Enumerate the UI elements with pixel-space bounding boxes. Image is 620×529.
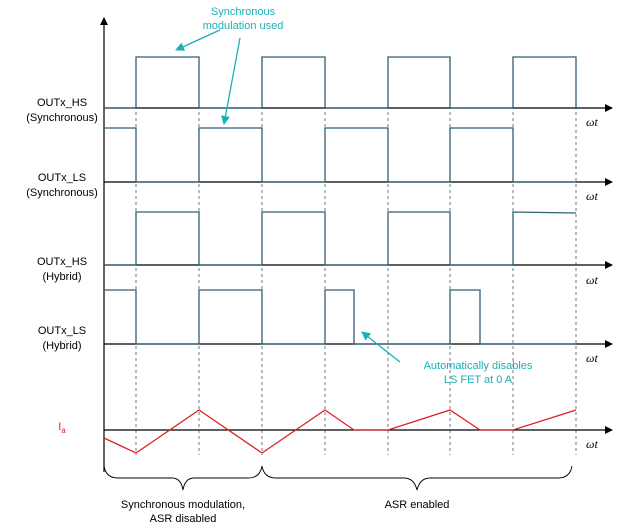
note-sync-used-line2: modulation used — [203, 20, 284, 32]
arrow-to-ls — [221, 37, 241, 125]
signal-labels: OUTx_HS (Synchronous) OUTx_LS (Synchrono… — [26, 97, 98, 352]
time-axes — [104, 104, 613, 434]
annotation-arrows — [175, 29, 401, 363]
signal-label-2-line2: (Synchronous) — [26, 187, 98, 199]
waveform-ls-sync — [104, 127, 576, 183]
waveforms — [104, 56, 577, 345]
brace-right — [261, 465, 573, 491]
signal-label-3-line2: (Hybrid) — [42, 271, 81, 283]
axis-label-wt: ωt — [586, 189, 598, 203]
braces — [103, 465, 573, 491]
signal-label-1-line2: (Synchronous) — [26, 112, 98, 124]
signal-label-4-line2: (Hybrid) — [42, 340, 81, 352]
arrow-to-ls-hybrid — [361, 331, 401, 363]
signal-label-4-line1: OUTx_LS — [38, 325, 86, 337]
note-asr-line1: Automatically disables — [424, 360, 533, 372]
current-label: Ia — [58, 421, 66, 435]
note-asr-line2: LS FET at 0 A — [444, 374, 513, 386]
brace-labels: Synchronous modulation, ASR disabled ASR… — [121, 499, 449, 525]
signal-label-1-line1: OUTx_HS — [37, 97, 87, 109]
waveform-hs-hybrid — [104, 211, 577, 266]
current-label-main: I — [58, 421, 61, 433]
brace-left-line1: Synchronous modulation, — [121, 499, 245, 511]
brace-right-line1: ASR enabled — [385, 499, 450, 511]
axis-label-wt: ωt — [586, 273, 598, 287]
arrow-to-hs — [175, 29, 221, 51]
grid-lines — [135, 58, 577, 455]
axis-labels: ωt ωt ωt ωt ωt — [586, 115, 598, 451]
current-label-sub: a — [61, 426, 66, 435]
signal-label-3-line1: OUTx_HS — [37, 256, 87, 268]
waveform-hs-sync — [104, 56, 577, 109]
note-sync-used-line1: Synchronous — [211, 6, 276, 18]
brace-left-line2: ASR disabled — [150, 513, 217, 525]
signal-label-2-line1: OUTx_LS — [38, 172, 86, 184]
waveform-ls-hybrid — [104, 289, 576, 345]
axis-label-wt: ωt — [586, 351, 598, 365]
axis-label-wt: ωt — [586, 437, 598, 451]
axis-label-wt: ωt — [586, 115, 598, 129]
annotations: Synchronous modulation used Automaticall… — [203, 6, 533, 386]
current-waveform — [103, 409, 577, 454]
brace-left — [103, 465, 263, 491]
